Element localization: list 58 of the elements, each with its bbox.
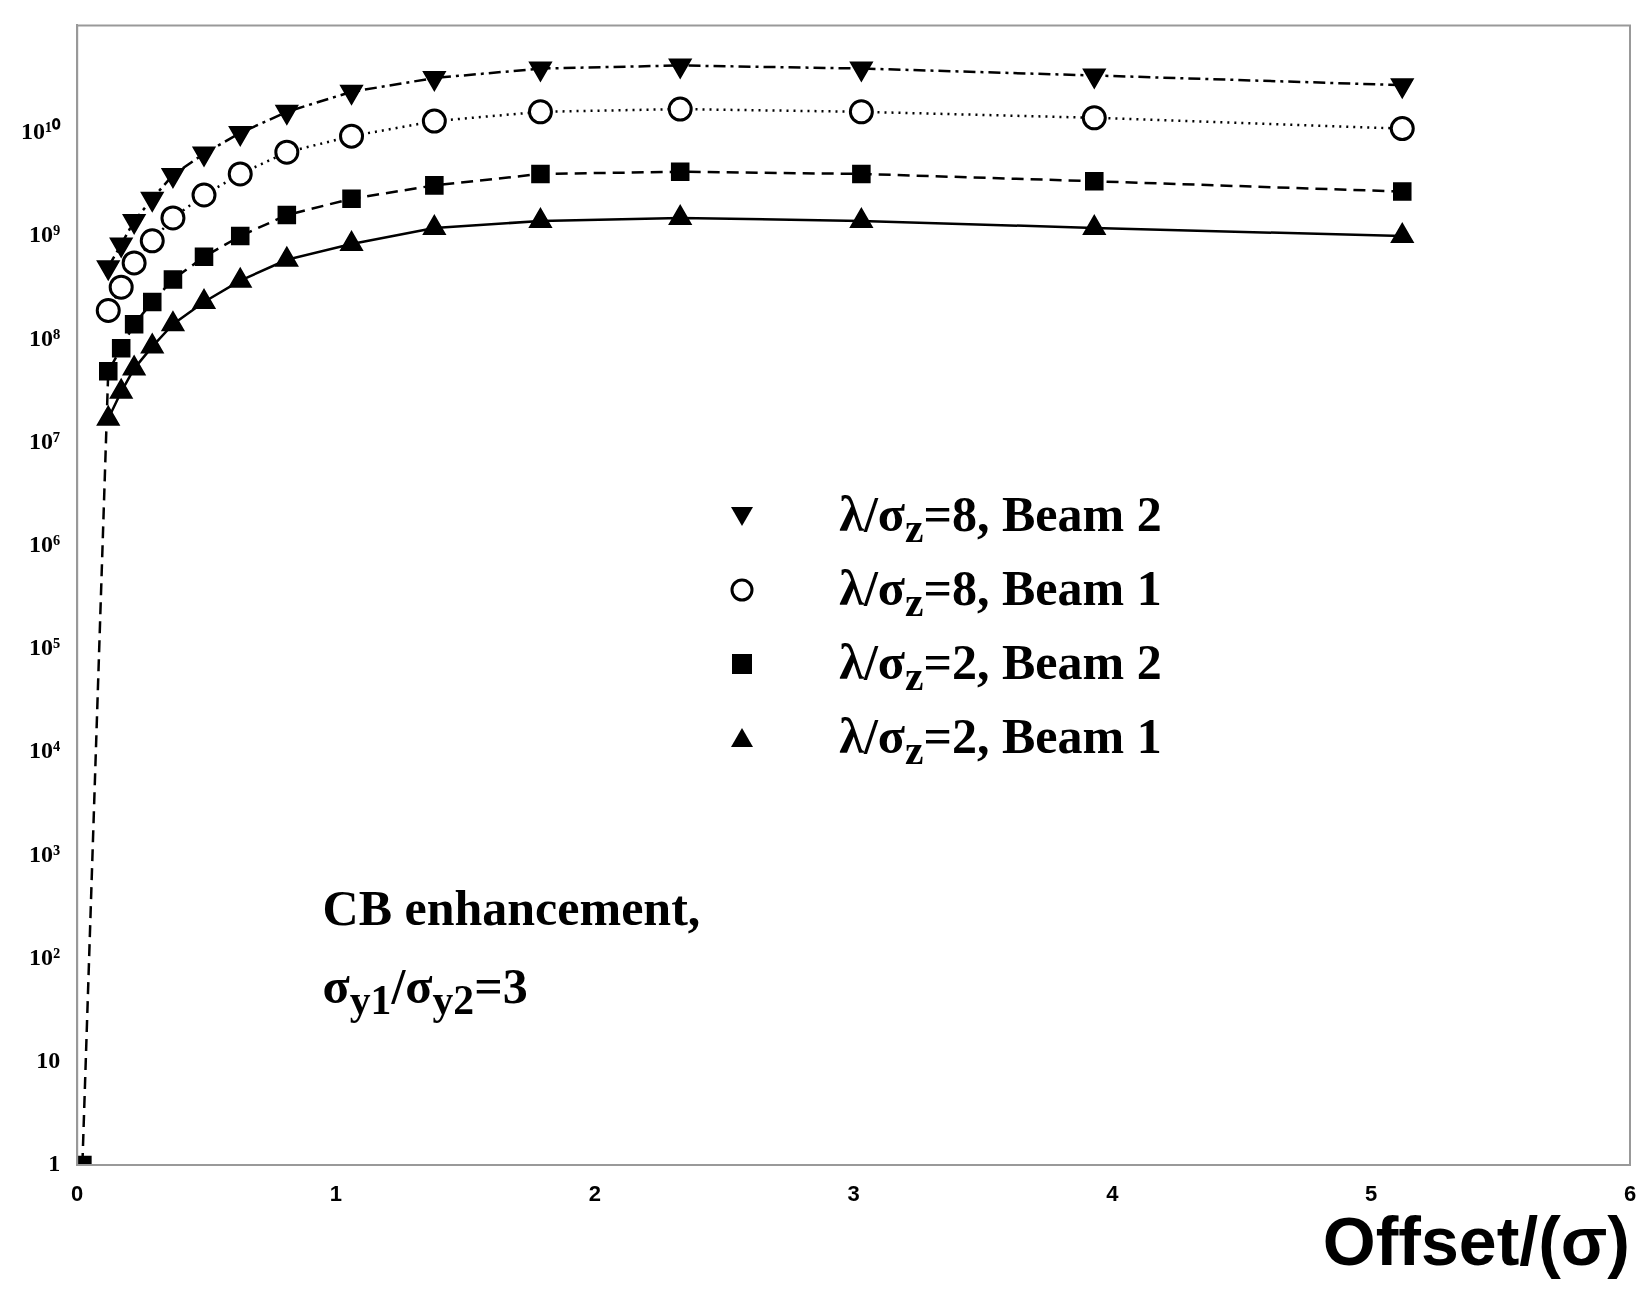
point: [160, 205, 186, 231]
point: [191, 182, 217, 208]
y-tick-label: 1: [48, 1150, 61, 1177]
point: [108, 274, 134, 300]
point: [123, 356, 146, 376]
legend-label: λ/σ$_{z}$=2, Beam 2: [839, 632, 1162, 700]
y-tick-label: 10: [36, 1046, 61, 1073]
point: [277, 205, 297, 225]
y-tick-label: 10⁸: [28, 324, 61, 351]
point: [139, 228, 165, 254]
x-tick-label: 0: [71, 1181, 84, 1207]
point: [425, 176, 444, 195]
point: [227, 161, 253, 187]
point: [1392, 182, 1412, 201]
point: [527, 99, 553, 125]
x-tick-label: 1: [329, 1181, 343, 1207]
point: [1389, 116, 1415, 142]
point: [141, 334, 164, 354]
y-tick-label: 10²: [28, 943, 61, 970]
point: [142, 292, 162, 312]
point: [97, 406, 120, 426]
annotation: CB enhancement,: [322, 878, 701, 938]
point: [339, 123, 365, 149]
point: [1081, 105, 1107, 131]
point: [342, 189, 361, 209]
y-tick-label: 10⁵: [28, 634, 61, 661]
point: [98, 362, 118, 381]
point: [848, 99, 874, 125]
legend-label: λ/σ$_{z}$=2, Beam 1: [839, 706, 1162, 774]
point: [1085, 171, 1104, 191]
point: [110, 379, 133, 399]
y-tick-label: 10⁶: [28, 530, 61, 557]
point: [669, 58, 692, 78]
point: [670, 162, 690, 182]
y-tick-label: 10³: [28, 840, 61, 867]
y-tick-label: 10⁴: [28, 737, 61, 764]
point: [531, 164, 550, 184]
point: [274, 139, 300, 165]
point: [124, 314, 144, 334]
point: [194, 247, 214, 267]
legend-label: λ/σ$_{z}$=8, Beam 1: [839, 558, 1162, 626]
y-tick-label: 10⁷: [28, 427, 61, 454]
legend-label: λ/σ$_{z}$=8, Beam 2: [839, 484, 1162, 552]
point: [121, 250, 147, 276]
point: [230, 226, 250, 246]
annotation: σ$_{y1}$/σ$_{y2}$=3: [322, 956, 529, 1025]
point: [421, 108, 447, 134]
point: [667, 96, 693, 122]
y-tick-label: 10¹⁰: [20, 118, 62, 145]
x-tick-label: 3: [847, 1181, 860, 1207]
x-tick-label: 2: [588, 1181, 601, 1207]
point: [852, 164, 871, 184]
x-tick-label: 4: [1106, 1181, 1120, 1207]
point: [111, 338, 131, 358]
y-tick-label: 10⁹: [28, 221, 61, 248]
point: [95, 298, 121, 324]
point: [1083, 68, 1106, 88]
point: [163, 270, 183, 289]
